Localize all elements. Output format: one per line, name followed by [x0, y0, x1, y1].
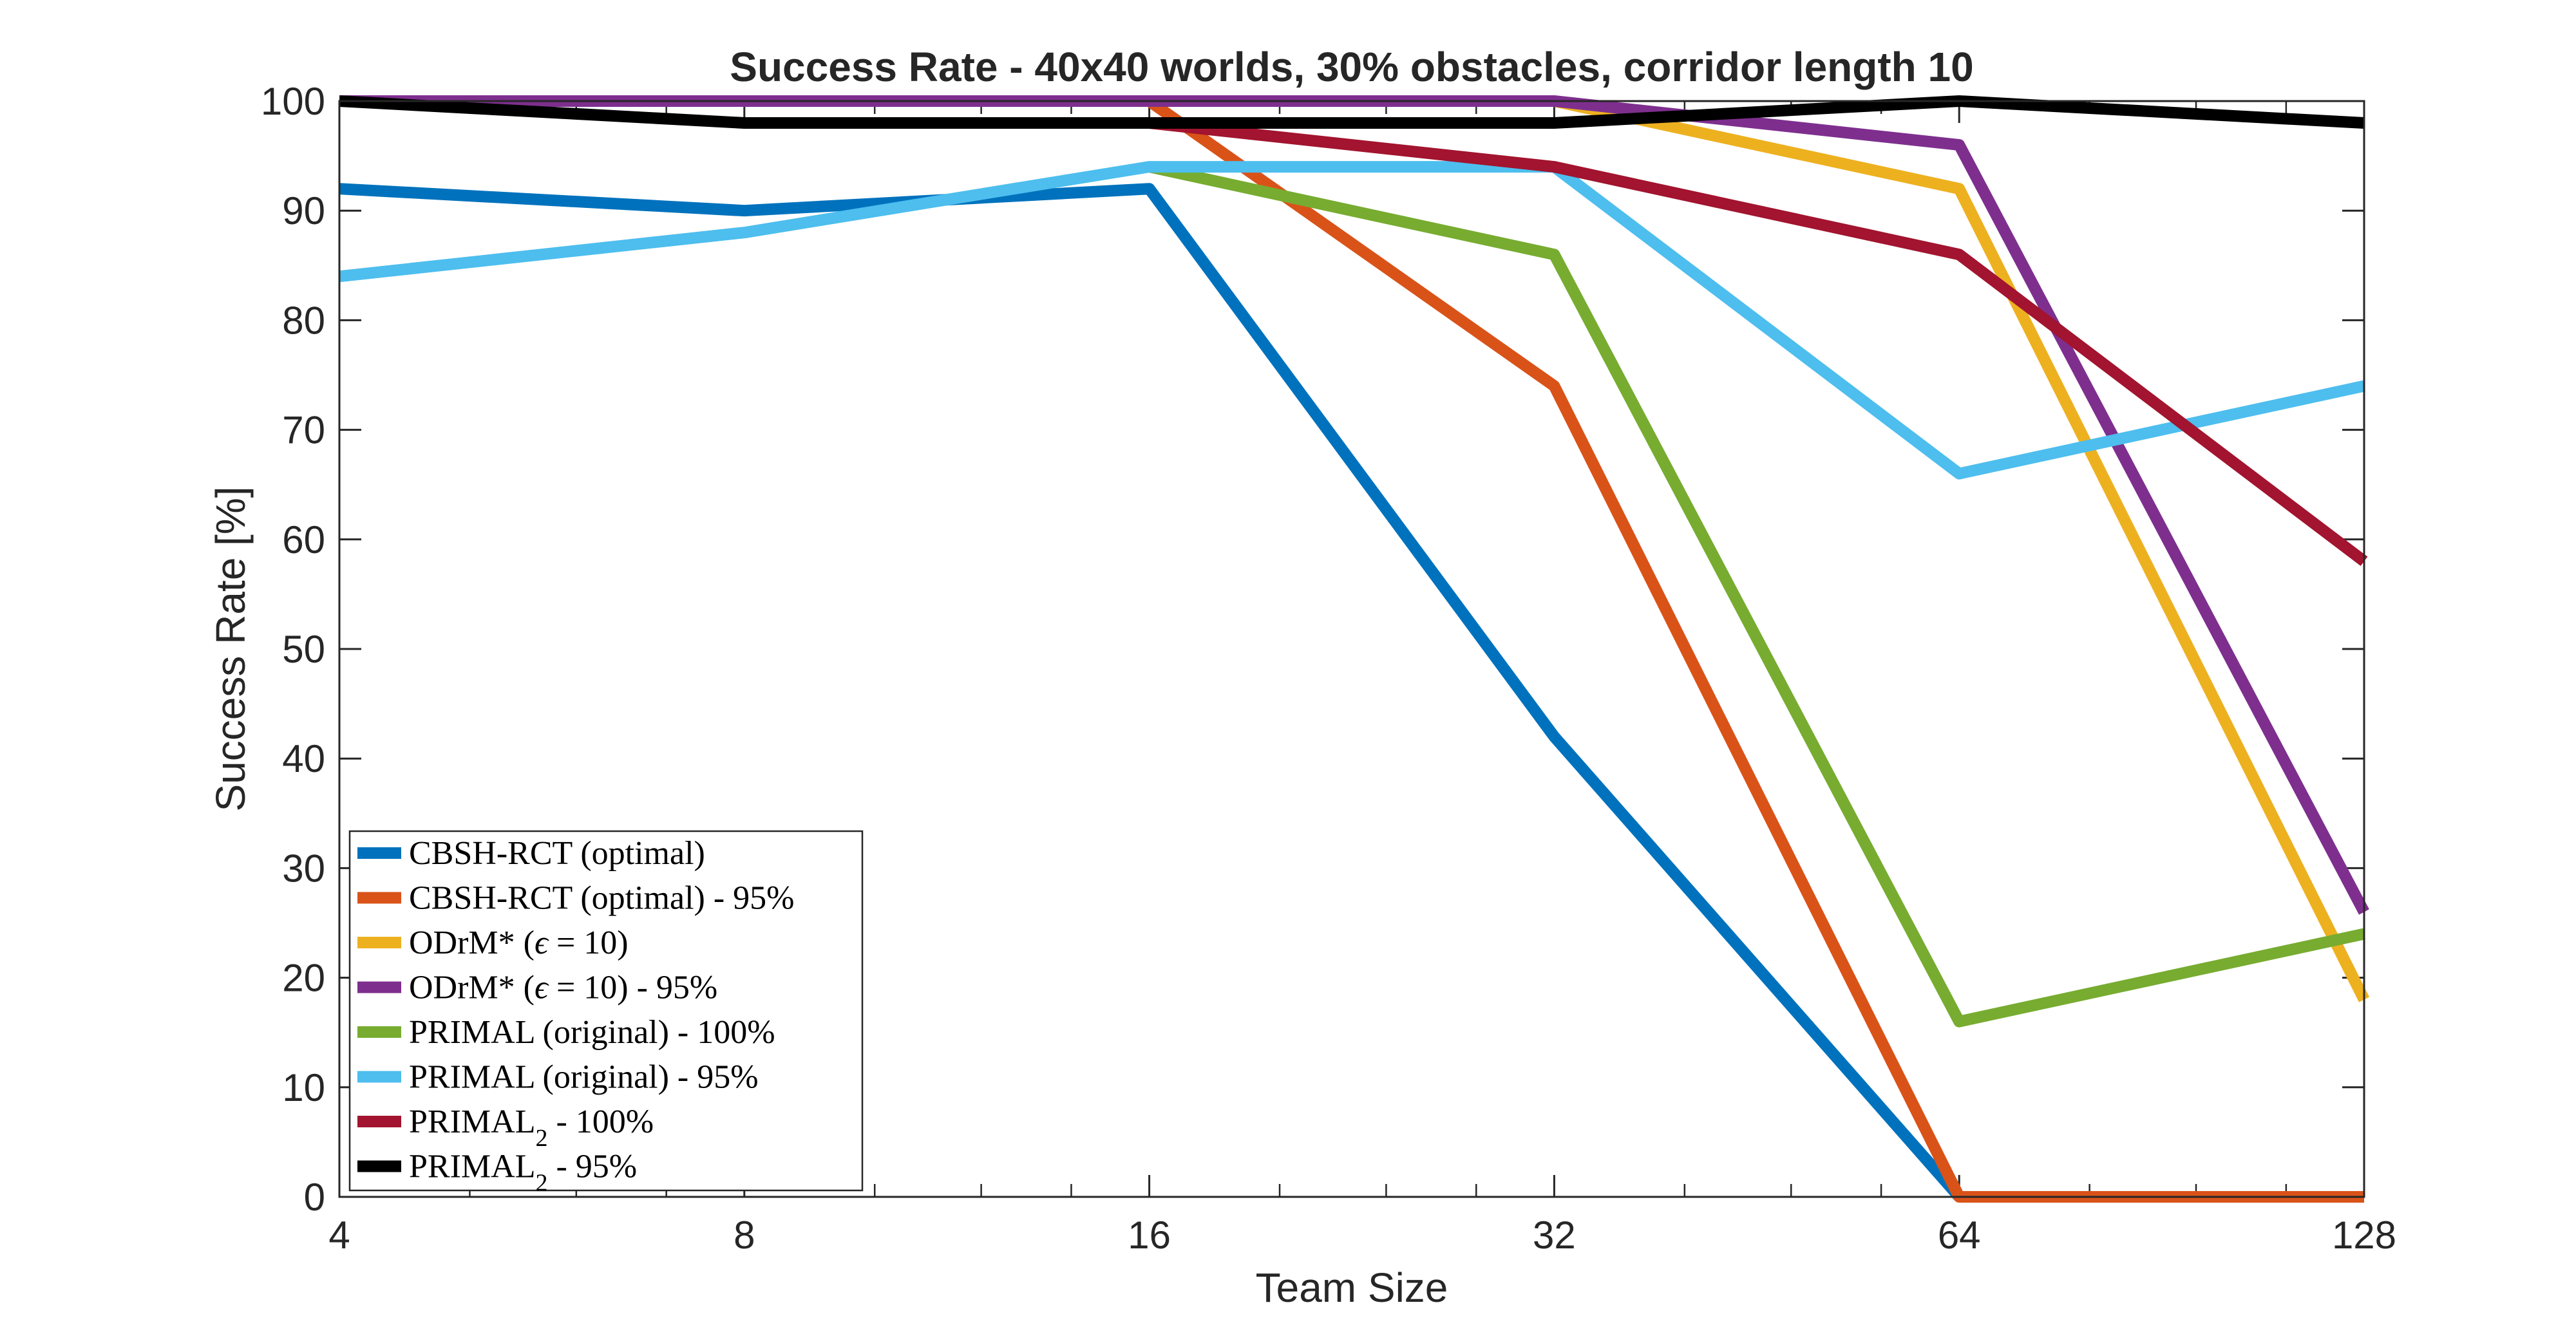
legend-label: PRIMAL2 - 100%: [409, 1104, 654, 1152]
x-tick-label: 8: [734, 1214, 755, 1257]
y-tick-label: 80: [282, 299, 325, 342]
legend-label: PRIMAL (original) - 100%: [409, 1014, 775, 1051]
series-line: [1148, 117, 2368, 566]
y-axis-label: Success Rate [%]: [207, 486, 254, 811]
y-tick-label: 40: [282, 737, 325, 780]
legend-label: ODrM* (ϵ = 10): [409, 925, 629, 961]
x-tick-label: 32: [1533, 1214, 1576, 1257]
x-tick-label: 128: [2332, 1214, 2396, 1257]
series-line: [339, 183, 1964, 1201]
plot-area-frame: [338, 100, 2365, 1198]
x-axis-label: Team Size: [1256, 1264, 1448, 1311]
y-tick-label: 0: [304, 1176, 325, 1219]
series-line: [1148, 161, 2365, 1028]
legend-box: [348, 830, 864, 1192]
legend-label: PRIMAL (original) - 95%: [409, 1059, 759, 1096]
y-tick-label: 70: [282, 409, 325, 452]
y-tick-label: 100: [261, 80, 325, 123]
chart-title: Success Rate - 40x40 worlds, 30% obstacl…: [730, 44, 1973, 90]
x-tick-label: 16: [1128, 1214, 1171, 1257]
y-tick-label: 60: [282, 518, 325, 561]
series-line: [339, 95, 2369, 915]
y-tick-label: 50: [282, 628, 325, 671]
axis-ticks: 0 10 20 30 40 50 60 70 80 90 100 4 8 16 32 64 128: [261, 80, 2396, 1257]
legend: CBSH-RCT (optimal) CBSH-RCT (optimal) - 9…: [348, 830, 864, 1197]
y-tick-label: 30: [282, 847, 325, 890]
legend-label: PRIMAL2 - 95%: [409, 1149, 637, 1197]
series-line: [339, 161, 2365, 480]
legend-label: ODrM* (ϵ = 10) - 95%: [409, 970, 717, 1006]
y-tick-label: 10: [282, 1066, 325, 1109]
x-tick-label: 64: [1938, 1214, 1981, 1257]
y-tick-label: 20: [282, 957, 325, 1000]
series-line: [339, 95, 2365, 129]
legend-label: CBSH-RCT (optimal) - 95%: [409, 880, 794, 917]
legend-label: CBSH-RCT (optimal): [409, 835, 705, 872]
y-tick-label: 90: [282, 189, 325, 232]
x-tick-label: 4: [328, 1214, 350, 1257]
